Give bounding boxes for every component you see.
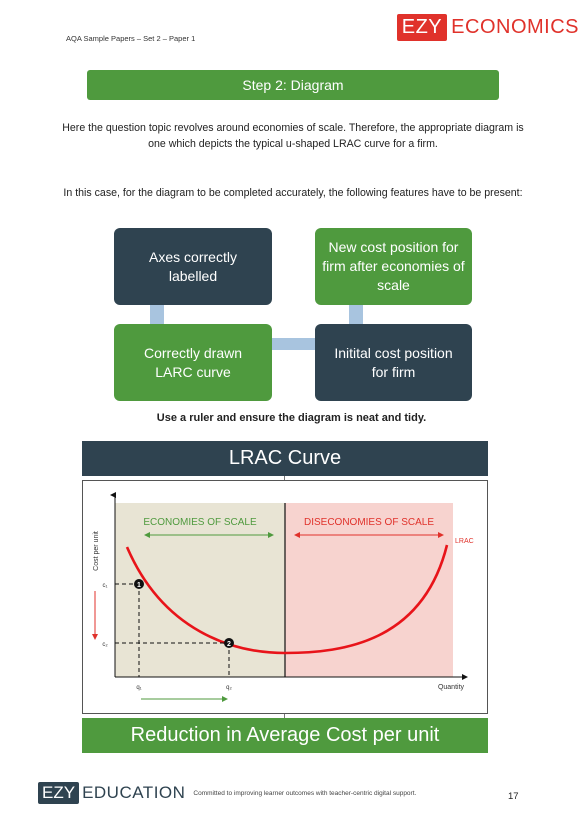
point-1-label: 1 [137,582,141,589]
economies-label: ECONOMIES OF SCALE [143,517,257,528]
footer-brand: EZY EDUCATION Committed to improving lea… [38,782,416,804]
lrac-chart-frame: ECONOMIES OF SCALE DISECONOMIES OF SCALE… [82,480,488,714]
connector-right [349,304,363,326]
feature-axes-box: Axes correctly labelled [114,228,272,305]
x-axis-title: Quantity [438,684,465,691]
title-chart-tick [284,476,285,480]
economies-region [115,503,285,677]
lrac-chart: ECONOMIES OF SCALE DISECONOMIES OF SCALE… [92,492,474,702]
point-2-marker [224,638,234,648]
diseconomies-region [285,503,453,677]
feature-curve-text: Correctly drawn LARC curve [143,344,243,380]
connector-middle [268,338,322,350]
lrac-curve [125,544,449,655]
step-title-banner: Step 2: Diagram [87,70,499,100]
footer-logo-ezy: EZY [38,782,80,804]
diseconomies-label: DISECONOMIES OF SCALE [304,517,434,528]
feature-axes-text: Axes correctly labelled [149,248,237,284]
ezy-economics-logo: EZY ECONOMICS [396,14,579,41]
footer-tagline: Committed to improving learner outcomes … [193,789,417,797]
feature-new-cost-box: New cost position for firm after economi… [315,228,472,305]
connector-left [150,304,164,326]
lrac-curve-label: LRAC [455,538,474,545]
header-source: AQA Sample Papers – Set 2 – Paper 1 [66,34,196,43]
features-paragraph: In this case, for the diagram to be comp… [63,187,523,199]
logo-ezy: EZY [396,14,448,41]
q1-tick-label: q₁ [136,685,141,691]
feature-curve-box: Correctly drawn LARC curve [114,324,272,401]
page-number: 17 [508,791,519,802]
point-2-label: 2 [227,641,231,648]
logo-economics: ECONOMICS [451,16,579,38]
y-axis-title: Cost per unit [93,531,100,571]
ruler-note: Use a ruler and ensure the diagram is ne… [156,412,427,424]
c1-tick-label: c₁ [102,583,107,589]
c2-tick-label: c₂ [102,642,108,648]
intro-paragraph: Here the question topic revolves around … [62,122,524,150]
reduction-banner: Reduction in Average Cost per unit [82,718,488,753]
footer-logo-education: EDUCATION [82,783,186,802]
point-1-marker [134,579,144,589]
lrac-title-banner: LRAC Curve [82,441,488,476]
q2-tick-label: q₂ [226,685,232,691]
feature-initial-cost-box: Initital cost position for firm [315,324,472,401]
feature-initial-cost-text: Initital cost position for firm [334,344,453,380]
chart-banner-tick [284,714,285,718]
feature-new-cost-text: New cost position for firm after economi… [322,239,465,293]
